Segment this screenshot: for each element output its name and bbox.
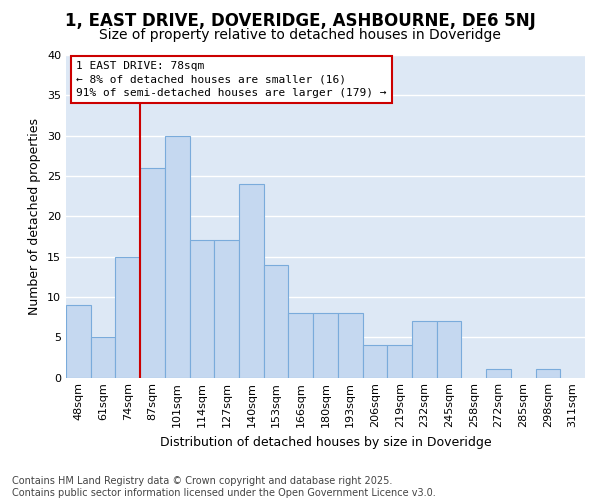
- Bar: [264, 264, 289, 378]
- Bar: [165, 136, 190, 378]
- Bar: [214, 240, 239, 378]
- Text: Size of property relative to detached houses in Doveridge: Size of property relative to detached ho…: [99, 28, 501, 42]
- Bar: [140, 168, 165, 378]
- Text: 1 EAST DRIVE: 78sqm
← 8% of detached houses are smaller (16)
91% of semi-detache: 1 EAST DRIVE: 78sqm ← 8% of detached hou…: [76, 62, 387, 98]
- Bar: [338, 313, 362, 378]
- Bar: [91, 337, 115, 378]
- Text: Contains HM Land Registry data © Crown copyright and database right 2025.
Contai: Contains HM Land Registry data © Crown c…: [12, 476, 436, 498]
- Bar: [486, 370, 511, 378]
- Bar: [313, 313, 338, 378]
- Bar: [362, 345, 387, 378]
- Bar: [190, 240, 214, 378]
- Bar: [66, 305, 91, 378]
- Bar: [115, 256, 140, 378]
- Text: 1, EAST DRIVE, DOVERIDGE, ASHBOURNE, DE6 5NJ: 1, EAST DRIVE, DOVERIDGE, ASHBOURNE, DE6…: [65, 12, 535, 30]
- Bar: [387, 345, 412, 378]
- Y-axis label: Number of detached properties: Number of detached properties: [28, 118, 41, 315]
- Bar: [239, 184, 264, 378]
- X-axis label: Distribution of detached houses by size in Doveridge: Distribution of detached houses by size …: [160, 436, 491, 449]
- Bar: [289, 313, 313, 378]
- Bar: [437, 321, 461, 378]
- Bar: [536, 370, 560, 378]
- Bar: [412, 321, 437, 378]
